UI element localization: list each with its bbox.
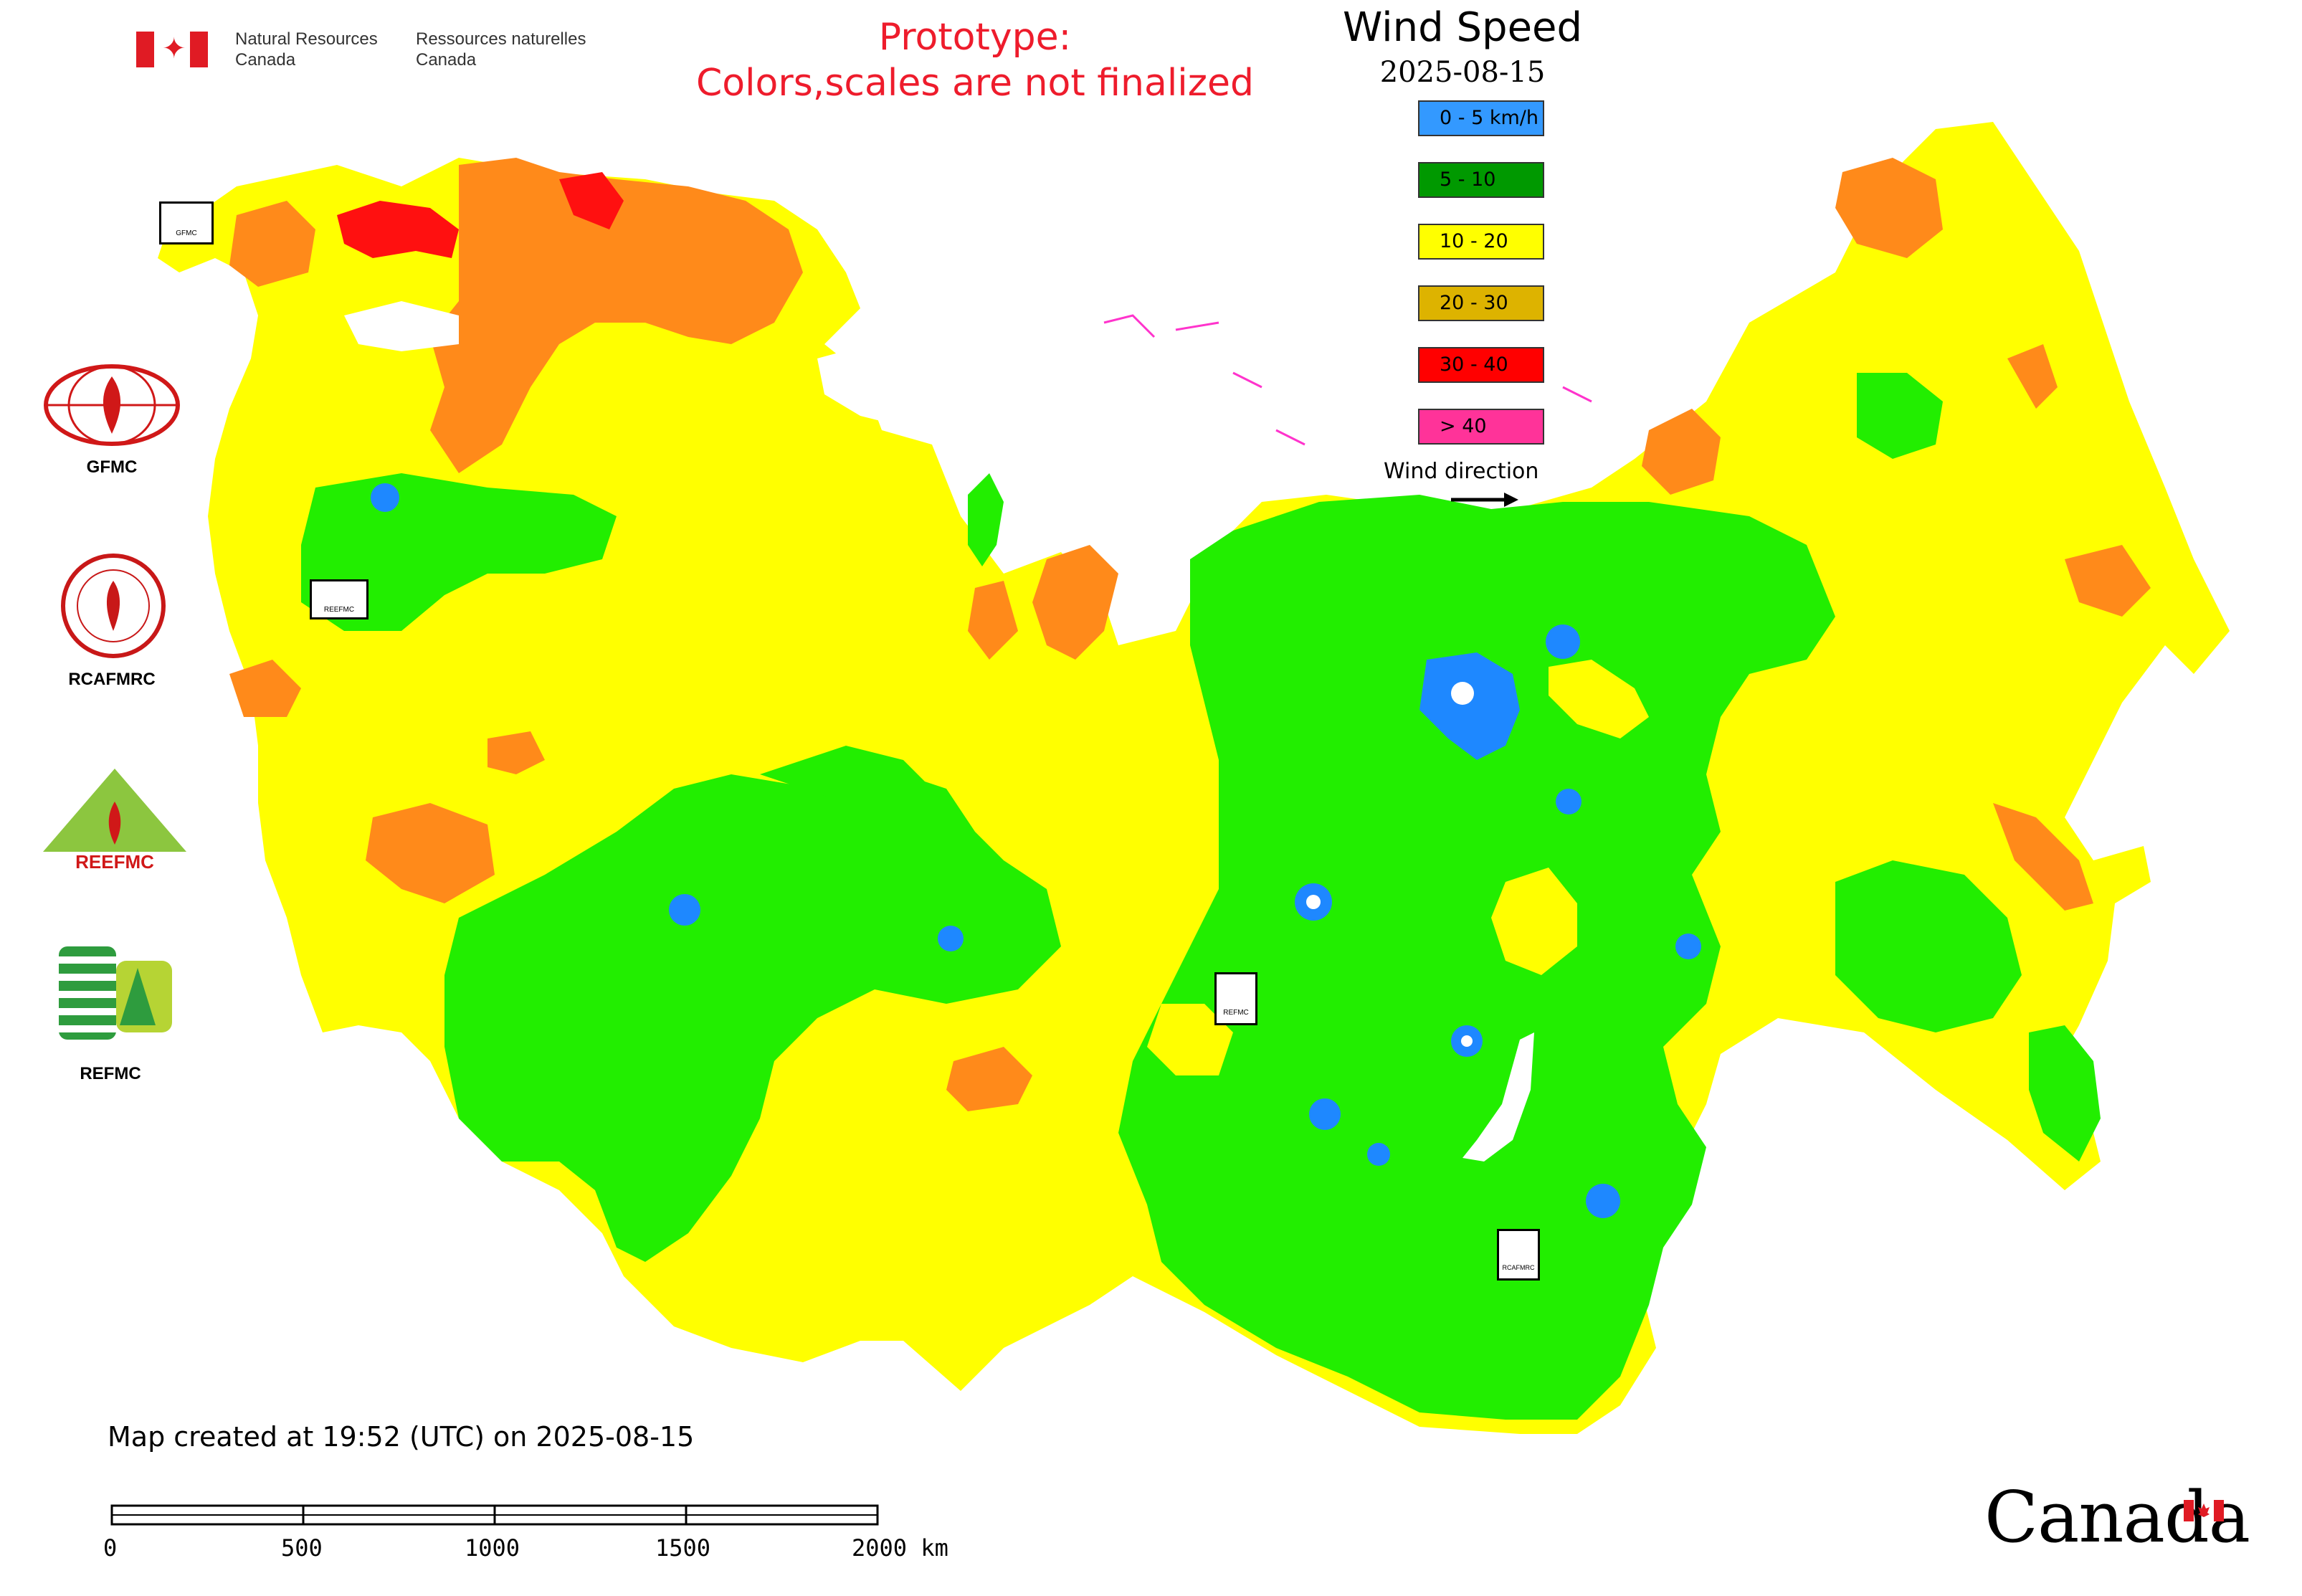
caspian-sea [387,1061,430,1176]
rcafmrc-label: RCAFMRC [68,670,156,689]
calm-centre-3 [1461,1035,1473,1047]
zone-strong-kola [337,201,459,258]
white-sea [344,301,459,351]
prototype-line-1: Prototype: [878,16,1072,59]
agency-name-fr: Ressources naturelles Canada [416,29,586,70]
zone-calm-4 [1586,1184,1620,1218]
refmc-label: REFMC [80,1064,141,1083]
zone-light-central-asia [444,774,1061,1262]
zone-fresh-okhotsk [1642,409,1721,495]
rcafmrc-logo [61,554,166,658]
map-marker-gfmc[interactable]: GFMC [159,201,214,244]
canada-flag-icon: ✦ [136,32,208,67]
legend-date: 2025-08-15 [1379,56,1546,89]
legend-item-calm: 0 - 5 km/h [1418,100,1544,136]
refmc-logo [59,946,172,1040]
canada-wordmark-flag-icon [2184,1500,2224,1521]
scale-label-500: 500 [281,1534,323,1562]
zone-moderate-siberia-1 [1491,868,1577,975]
legend-title: Wind Speed [1342,4,1583,51]
map-marker-rcafmrc[interactable]: RCAFMRC [1497,1229,1540,1281]
zone-fresh-scandinavia [229,201,315,287]
scale-label-0: 0 [103,1534,118,1562]
legend-item-very-strong: > 40 [1418,409,1544,445]
zone-fresh-west-3 [487,731,545,774]
zone-calm-5 [669,894,700,926]
legend-item-light: 5 - 10 [1418,162,1544,198]
zone-moderate-siberia-2 [1147,1004,1233,1075]
zone-calm-2 [1309,1098,1341,1130]
legend-item-strong: 30 - 40 [1418,347,1544,383]
zone-calm-8 [1556,789,1582,814]
zone-light-central-asia-north [760,746,932,817]
scale-label-1500: 1500 [655,1534,711,1562]
zone-light-far-east [1835,860,2022,1032]
zone-strong-kola-east [559,172,624,229]
zone-light-kamchatka [1857,373,1943,459]
legend-item-fresh: 20 - 30 [1418,285,1544,321]
zone-fresh-kazakhstan [946,1047,1032,1111]
arctic-islands [1103,314,1592,446]
reefmc-logo: REEFMC [43,769,186,873]
wind-direction-arrow-icon [1451,493,1518,507]
zone-calm-9 [371,483,399,512]
gfmc-logo [44,364,180,446]
scale-bar [110,1504,879,1526]
novaya-zemlya [968,473,1004,566]
zone-fresh-yamal [968,581,1018,660]
canada-wordmark: Canada [1984,1477,2250,1559]
nrcan-signature: ✦ Natural Resources Canada Ressources na… [136,29,595,70]
calm-centre-2 [1306,895,1321,909]
zone-light-sakhalin [2029,1025,2101,1162]
scale-label-1000: 1000 [465,1534,520,1562]
scale-label-2000: 2000 km [852,1534,948,1562]
map-marker-refmc[interactable]: REFMC [1214,972,1257,1025]
map-created-timestamp: Map created at 19:52 (UTC) on 2025-08-15 [108,1421,695,1453]
zone-moderate-siberia-3 [1549,660,1649,738]
zone-fresh-taymyr [1032,545,1118,660]
svg-text:REEFMC: REEFMC [75,851,154,873]
zone-light-west [301,473,617,631]
zone-calm-7 [1546,624,1580,659]
gfmc-label: GFMC [86,457,138,477]
zone-fresh-kamchatka-coast [2065,545,2151,617]
zone-fresh-west-1 [366,803,495,903]
prototype-line-2: Colors,scales are not finalized [695,62,1255,105]
wind-direction-label: Wind direction [1384,459,1539,484]
zone-calm-11 [1367,1143,1390,1166]
zone-calm-yakutia [1419,652,1520,760]
zone-fresh-chukotka [1835,158,1943,258]
zone-light-siberia [1118,495,1835,1420]
zone-fresh-magadan [2007,344,2058,409]
zone-fresh-west-2 [229,660,301,717]
kara-sea-gap [817,337,961,430]
zone-fresh-primorye [1993,803,2093,911]
legend-item-moderate: 10 - 20 [1418,224,1544,260]
zone-fresh-kola [430,158,803,473]
zone-calm-10 [1675,934,1701,959]
prototype-notice: Prototype: Colors,scales are not finaliz… [645,14,1305,106]
calm-centre-1 [1451,682,1474,705]
zone-calm-6 [938,926,964,951]
lake-baikal [1462,1032,1534,1162]
agency-name-en: Natural Resources Canada [235,29,378,70]
map-marker-reefmc[interactable]: REEFMC [310,579,368,619]
